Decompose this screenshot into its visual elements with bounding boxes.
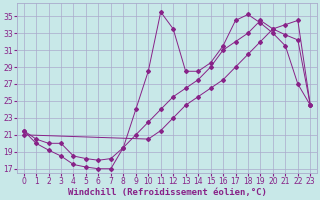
X-axis label: Windchill (Refroidissement éolien,°C): Windchill (Refroidissement éolien,°C) (68, 188, 266, 197)
